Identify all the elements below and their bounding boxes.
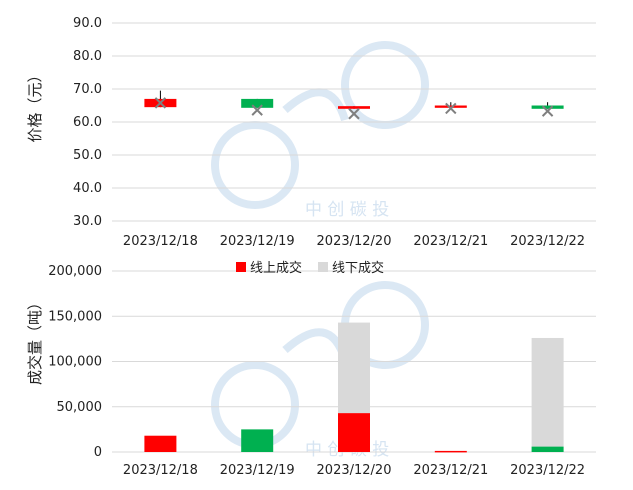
average-price-marker <box>541 105 554 117</box>
volume-x-tick-label: 2023/12/21 <box>413 463 488 478</box>
bar-online-volume <box>531 446 564 452</box>
volume-y-tick-label: 100,000 <box>48 355 102 370</box>
volume-bar-chart: 0 50,000 100,000 150,000 200,000 2023/12/18 20… <box>48 264 596 478</box>
price-candlestick-chart: 30.0 40.0 50.0 60.0 70.0 80.0 90.0 2023/12/18 20… <box>73 16 596 249</box>
candle-body <box>531 105 564 109</box>
candle-body <box>338 106 370 109</box>
bar-offline-volume <box>338 322 370 414</box>
volume-x-tick-label: 2023/12/19 <box>220 463 295 478</box>
bar-online-volume <box>144 435 177 452</box>
average-price-marker <box>154 97 167 109</box>
volume-y-tick-label: 150,000 <box>48 309 102 324</box>
volume-y-tick-label: 200,000 <box>48 264 102 279</box>
average-price-marker <box>445 102 457 115</box>
volume-x-tick-label: 2023/12/20 <box>317 463 392 478</box>
legend-online-swatch <box>236 262 246 272</box>
candle-body <box>434 105 467 108</box>
price-y-tick-label: 70.0 <box>73 82 102 97</box>
price-y-tick-label: 60.0 <box>73 115 102 130</box>
volume-y-axis-label: 成交量（吨） <box>26 295 44 385</box>
bar-online-volume <box>338 413 370 452</box>
price-x-tick-label: 2023/12/19 <box>220 234 295 249</box>
price-y-tick-label: 30.0 <box>73 214 102 229</box>
price-y-tick-label: 40.0 <box>73 181 102 196</box>
volume-y-tick-label: 0 <box>94 445 102 460</box>
watermark-cn-top: 中 创 碳 投 <box>305 200 389 220</box>
price-x-tick-label: 2023/12/18 <box>123 234 198 249</box>
average-price-marker <box>251 104 263 116</box>
volume-x-tick-label: 2023/12/18 <box>123 463 198 478</box>
price-x-tick-label: 2023/12/22 <box>510 234 585 249</box>
bar-online-volume <box>434 450 467 453</box>
price-y-tick-label: 90.0 <box>73 16 102 31</box>
price-x-tick-label: 2023/12/20 <box>317 234 392 249</box>
volume-y-tick-label: 50,000 <box>57 400 103 415</box>
average-price-marker <box>348 108 360 120</box>
price-y-tick-label: 80.0 <box>73 49 102 64</box>
price-y-tick-label: 50.0 <box>73 148 102 163</box>
legend-offline-swatch <box>318 262 328 272</box>
legend: 线上成交 线下成交 <box>236 260 384 276</box>
legend-online-label: 线上成交 <box>250 260 302 276</box>
bar-online-volume <box>241 429 274 452</box>
bar-offline-volume <box>531 337 564 447</box>
watermark-top: 中 创 碳 投 <box>211 41 429 220</box>
legend-offline-label: 线下成交 <box>332 260 384 276</box>
price-y-axis-label: 价格（元） <box>26 67 44 142</box>
candle-body <box>241 98 274 108</box>
volume-x-tick-label: 2023/12/22 <box>510 463 585 478</box>
price-x-tick-label: 2023/12/21 <box>413 234 488 249</box>
